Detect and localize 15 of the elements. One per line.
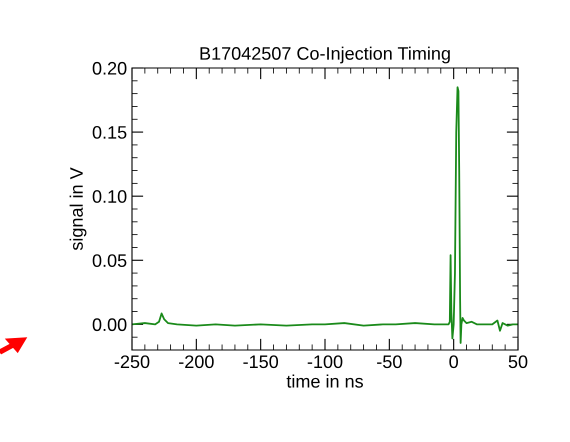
y-tick-label: 0.00 (92, 318, 126, 332)
x-tick-label: -250 (114, 355, 150, 368)
x-tick-label: -50 (377, 355, 402, 368)
x-tick-label: -150 (243, 355, 278, 368)
y-axis-title: signal in V (70, 167, 86, 250)
x-tick-label: -200 (179, 355, 214, 368)
x-tick-label: 0 (449, 355, 458, 368)
x-tick-label: 50 (508, 355, 528, 368)
chart-title: B17042507 Co-Injection Timing (200, 46, 450, 64)
y-tick-label: 0.15 (92, 126, 126, 139)
x-tick-label: -100 (308, 355, 342, 368)
y-tick-label: 0.20 (92, 62, 126, 75)
y-tick-label: 0.10 (92, 190, 126, 203)
x-axis-title: time in ns (286, 374, 363, 388)
y-tick-label: 0.05 (92, 254, 126, 267)
